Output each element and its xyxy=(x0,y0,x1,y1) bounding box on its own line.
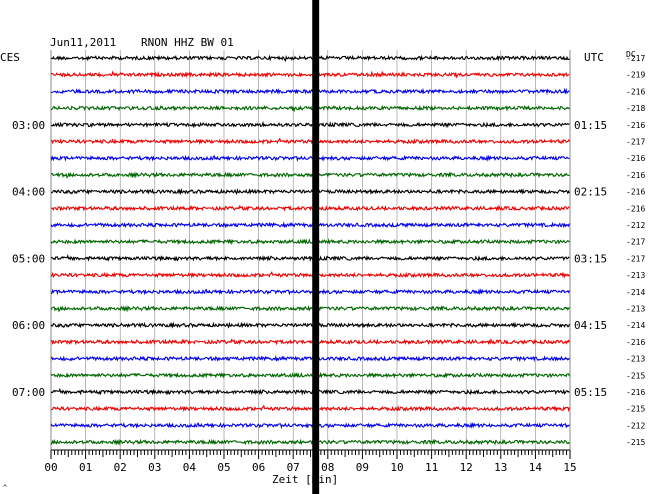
right-hour-label: 02:15 xyxy=(574,186,607,199)
trace-row-19 xyxy=(50,371,570,379)
corner-mark: ^ xyxy=(3,484,7,492)
dc-offset-label: -216 xyxy=(626,388,645,397)
left-hour-label: 04:00 xyxy=(12,186,45,199)
trace-row-23 xyxy=(50,438,570,446)
dc-offset-label: -216 xyxy=(626,204,645,213)
dc-offset-label: -219 xyxy=(626,71,645,80)
dc-offset-label: -215 xyxy=(626,371,645,380)
dc-offset-label: -216 xyxy=(626,188,645,197)
trace-row-17 xyxy=(50,337,570,346)
header-date: Jun11,2011 xyxy=(50,36,116,49)
x-tick-label: 02 xyxy=(114,461,127,474)
x-tick-label: 12 xyxy=(460,461,473,474)
header-station: RNON HHZ BW 01 xyxy=(141,36,234,49)
dc-offset-label: -213 xyxy=(626,355,645,364)
dc-label: DC xyxy=(626,50,636,59)
right-hour-label: 04:15 xyxy=(574,319,607,332)
dc-offset-label: -213 xyxy=(626,305,645,314)
trace-row-6 xyxy=(50,154,570,162)
dc-offset-label: -213 xyxy=(626,271,645,280)
trace-row-0 xyxy=(50,54,570,63)
dc-offset-label: -216 xyxy=(626,171,645,180)
x-tick-label: 00 xyxy=(44,461,57,474)
right-hour-label: 01:15 xyxy=(574,119,607,132)
trace-row-14 xyxy=(50,288,570,296)
x-tick-label: 13 xyxy=(494,461,507,474)
dc-offset-label: -217 xyxy=(626,54,645,63)
trace-row-1 xyxy=(50,70,570,79)
x-tick-label: 04 xyxy=(183,461,197,474)
dc-offset-label: -218 xyxy=(626,104,645,113)
trace-row-13 xyxy=(50,270,570,279)
trace-row-12 xyxy=(51,254,570,262)
dc-offset-label: -217 xyxy=(626,138,645,147)
trace-row-10 xyxy=(50,221,570,229)
x-tick-label: 07 xyxy=(287,461,300,474)
left-timezone-label: CES xyxy=(0,51,20,64)
left-hour-label: 06:00 xyxy=(12,319,45,332)
dc-offset-label: -217 xyxy=(626,254,645,263)
trace-row-11 xyxy=(50,238,570,246)
dc-offset-label: -215 xyxy=(626,405,645,414)
right-timezone-label: UTC xyxy=(584,51,604,64)
dc-offset-label: -216 xyxy=(626,154,645,163)
gap-bar xyxy=(312,0,320,494)
trace-row-9 xyxy=(50,204,570,212)
trace-row-8 xyxy=(50,187,570,196)
left-hour-label: 05:00 xyxy=(12,252,45,265)
right-hour-label: 05:15 xyxy=(574,386,607,399)
right-hour-label: 03:15 xyxy=(574,252,607,265)
trace-row-18 xyxy=(50,354,570,363)
x-tick-label: 03 xyxy=(148,461,161,474)
trace-row-15 xyxy=(50,304,570,313)
trace-row-7 xyxy=(50,171,570,179)
dc-offset-label: -214 xyxy=(626,288,645,297)
dc-offset-label: -216 xyxy=(626,121,645,130)
x-tick-label: 10 xyxy=(390,461,403,474)
x-tick-label: 09 xyxy=(356,461,369,474)
trace-row-21 xyxy=(50,404,570,413)
trace-row-22 xyxy=(50,421,570,430)
trace-row-16 xyxy=(50,321,570,329)
x-tick-label: 11 xyxy=(425,461,438,474)
x-tick-label: 05 xyxy=(217,461,230,474)
x-tick-label: 01 xyxy=(79,461,92,474)
trace-row-2 xyxy=(50,87,570,96)
left-hour-label: 03:00 xyxy=(12,119,45,132)
row-labels: 03:00 04:00 05:00 06:00 07:00 01:15 02:15 03:15… xyxy=(12,54,645,447)
dc-offset-label: -212 xyxy=(626,221,645,230)
dc-offset-label: -217 xyxy=(626,238,645,247)
x-tick-label: 06 xyxy=(252,461,265,474)
dc-offset-label: -214 xyxy=(626,321,645,330)
seismic-traces xyxy=(50,54,570,446)
trace-row-3 xyxy=(50,104,570,113)
dc-offset-label: -212 xyxy=(626,421,645,430)
data-gap-bar xyxy=(312,0,320,494)
x-axis-label: Zeit [min] xyxy=(272,473,338,486)
x-tick-label: 14 xyxy=(529,461,543,474)
dc-offset-label: -215 xyxy=(626,438,645,447)
dc-offset-label: -216 xyxy=(626,338,645,347)
trace-row-4 xyxy=(50,120,570,129)
trace-row-5 xyxy=(50,137,570,145)
x-tick-label: 08 xyxy=(321,461,334,474)
x-axis: 00 01 02 03 04 05 06 07 08 09 10 11 12 13 14 15 xyxy=(44,449,577,474)
grid xyxy=(50,50,571,450)
trace-row-20 xyxy=(50,387,570,396)
x-tick-label: 15 xyxy=(563,461,576,474)
dc-offset-label: -216 xyxy=(626,87,645,96)
left-hour-label: 07:00 xyxy=(12,386,45,399)
